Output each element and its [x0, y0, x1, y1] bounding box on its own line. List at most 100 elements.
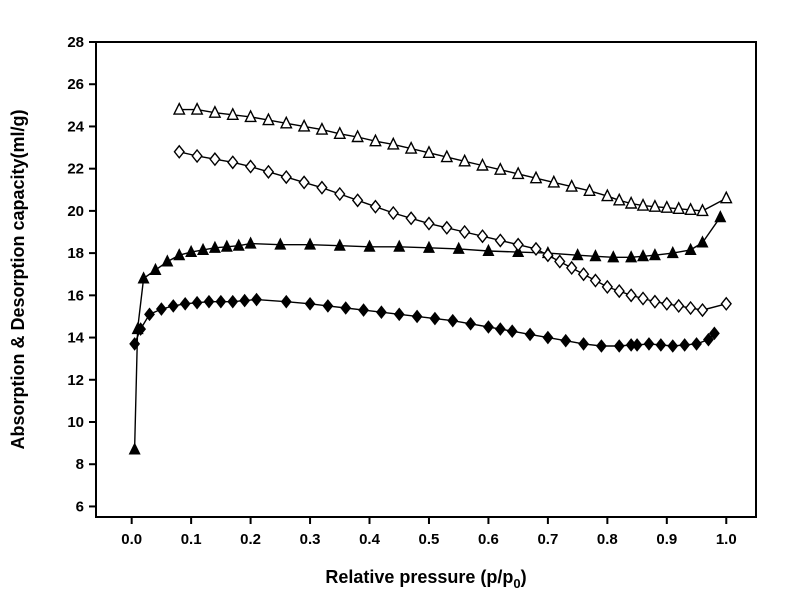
triangle-filled-marker: [648, 248, 661, 261]
diamond-filled-marker: [542, 330, 554, 345]
diamond-open-marker: [191, 148, 203, 164]
diamond-open-marker: [565, 260, 578, 276]
triangle-filled-marker: [185, 244, 198, 258]
triangle-filled-marker: [161, 254, 174, 267]
triangle-open-marker: [583, 183, 596, 197]
triangle-open-marker: [565, 179, 579, 192]
triangle-filled-marker: [637, 249, 650, 262]
diamond-filled-marker: [340, 301, 352, 315]
diamond-filled-marker: [129, 337, 141, 351]
diamond-open-marker: [613, 283, 625, 299]
triangle-open-marker: [333, 126, 347, 140]
diamond-filled-marker: [643, 337, 655, 351]
y-tick-label: 8: [76, 456, 84, 473]
triangle-open-marker: [684, 202, 697, 216]
diamond-filled-marker: [465, 317, 477, 331]
triangle-open-marker: [208, 105, 222, 118]
triangle-filled-marker: [714, 210, 727, 223]
diamond-open-marker: [649, 294, 661, 309]
y-tick-label: 10: [67, 414, 84, 431]
y-tick-label: 20: [67, 203, 84, 220]
series-line-diamond-desorption: [179, 151, 727, 311]
diamond-filled-marker: [595, 339, 607, 353]
diamond-filled-marker: [494, 322, 506, 336]
diamond-filled-marker: [375, 305, 387, 320]
triangle-open-marker: [511, 166, 525, 180]
diamond-filled-marker: [167, 299, 179, 313]
y-tick-label: 14: [67, 330, 84, 347]
x-tick-label: 0.6: [478, 531, 499, 548]
triangle-filled-marker: [607, 250, 620, 263]
x-tick-label: 0.7: [537, 531, 558, 548]
diamond-filled-marker: [179, 296, 191, 311]
triangle-open-marker: [547, 174, 561, 188]
triangle-filled-marker: [220, 239, 233, 252]
triangle-filled-marker: [589, 249, 602, 262]
y-tick-label: 26: [67, 76, 84, 93]
diamond-filled-marker: [239, 293, 251, 308]
diamond-open-marker: [405, 211, 417, 226]
y-tick-label: 6: [76, 498, 84, 515]
triangle-filled-marker: [625, 250, 638, 263]
x-axis-ticks: 0.0 0.1 0.2 0.3 0.4 0.5 0.6 0.7 0.8 0.9 1.0: [121, 517, 737, 548]
diamond-filled-marker: [631, 338, 643, 352]
triangle-open-marker: [493, 162, 507, 175]
diamond-open-marker: [351, 193, 364, 208]
diamond-open-marker: [494, 233, 507, 248]
y-tick-label: 28: [67, 34, 84, 51]
y-tick-label: 24: [67, 118, 84, 135]
diamond-open-marker: [227, 155, 239, 170]
x-tick-label: 0.9: [656, 531, 677, 548]
triangle-filled-marker: [208, 240, 221, 253]
diamond-filled-marker: [227, 294, 239, 309]
triangle-filled-marker: [232, 238, 245, 251]
triangle-open-marker: [244, 109, 257, 123]
diamond-filled-marker: [358, 303, 369, 317]
diamond-filled-marker: [304, 296, 316, 311]
diamond-filled-marker: [135, 322, 147, 336]
diamond-open-marker: [262, 164, 275, 179]
y-tick-label: 22: [67, 161, 84, 178]
y-tick-label: 18: [67, 245, 84, 262]
diamond-filled-marker: [429, 311, 441, 326]
series-diamond-desorption: [173, 144, 732, 318]
triangle-open-marker: [601, 188, 614, 202]
diamond-open-marker: [512, 237, 524, 252]
diamond-filled-marker: [155, 302, 167, 316]
diamond-filled-marker: [191, 295, 203, 310]
triangle-filled-marker: [482, 243, 495, 256]
x-axis-label: Relative pressure (p/p0): [325, 567, 526, 591]
diamond-filled-marker: [708, 326, 720, 341]
diamond-open-marker: [661, 296, 673, 311]
diamond-filled-marker: [322, 299, 334, 313]
diamond-filled-marker: [703, 332, 714, 347]
diamond-open-marker: [280, 169, 292, 185]
diamond-open-marker: [601, 279, 614, 295]
triangle-filled-marker: [684, 242, 697, 255]
diamond-open-marker: [209, 152, 221, 167]
diamond-filled-marker: [251, 292, 262, 307]
diamond-open-marker: [720, 296, 732, 311]
triangle-filled-marker: [137, 271, 150, 284]
diamond-filled-marker: [691, 337, 702, 351]
diamond-filled-marker: [280, 294, 292, 309]
x-tick-label: 0.2: [240, 531, 261, 548]
diamond-filled-marker: [393, 307, 405, 322]
diamond-open-marker: [696, 302, 709, 318]
triangle-open-marker: [696, 203, 709, 217]
series-triangle-desorption: [172, 101, 733, 217]
diamond-open-marker: [673, 298, 685, 314]
diamond-open-marker: [173, 144, 185, 159]
x-tick-label: 0.3: [300, 531, 321, 548]
x-tick-label: 0.8: [597, 531, 618, 548]
diamond-open-marker: [387, 205, 399, 221]
triangle-filled-marker: [333, 238, 346, 251]
diamond-open-marker: [458, 224, 471, 240]
triangle-open-marker: [386, 136, 400, 150]
series-line-triangle-desorption: [179, 108, 727, 212]
x-tick-label: 0.0: [121, 531, 142, 548]
y-tick-label: 16: [67, 287, 84, 304]
triangle-filled-marker: [197, 242, 210, 255]
triangle-filled-marker: [244, 236, 257, 249]
